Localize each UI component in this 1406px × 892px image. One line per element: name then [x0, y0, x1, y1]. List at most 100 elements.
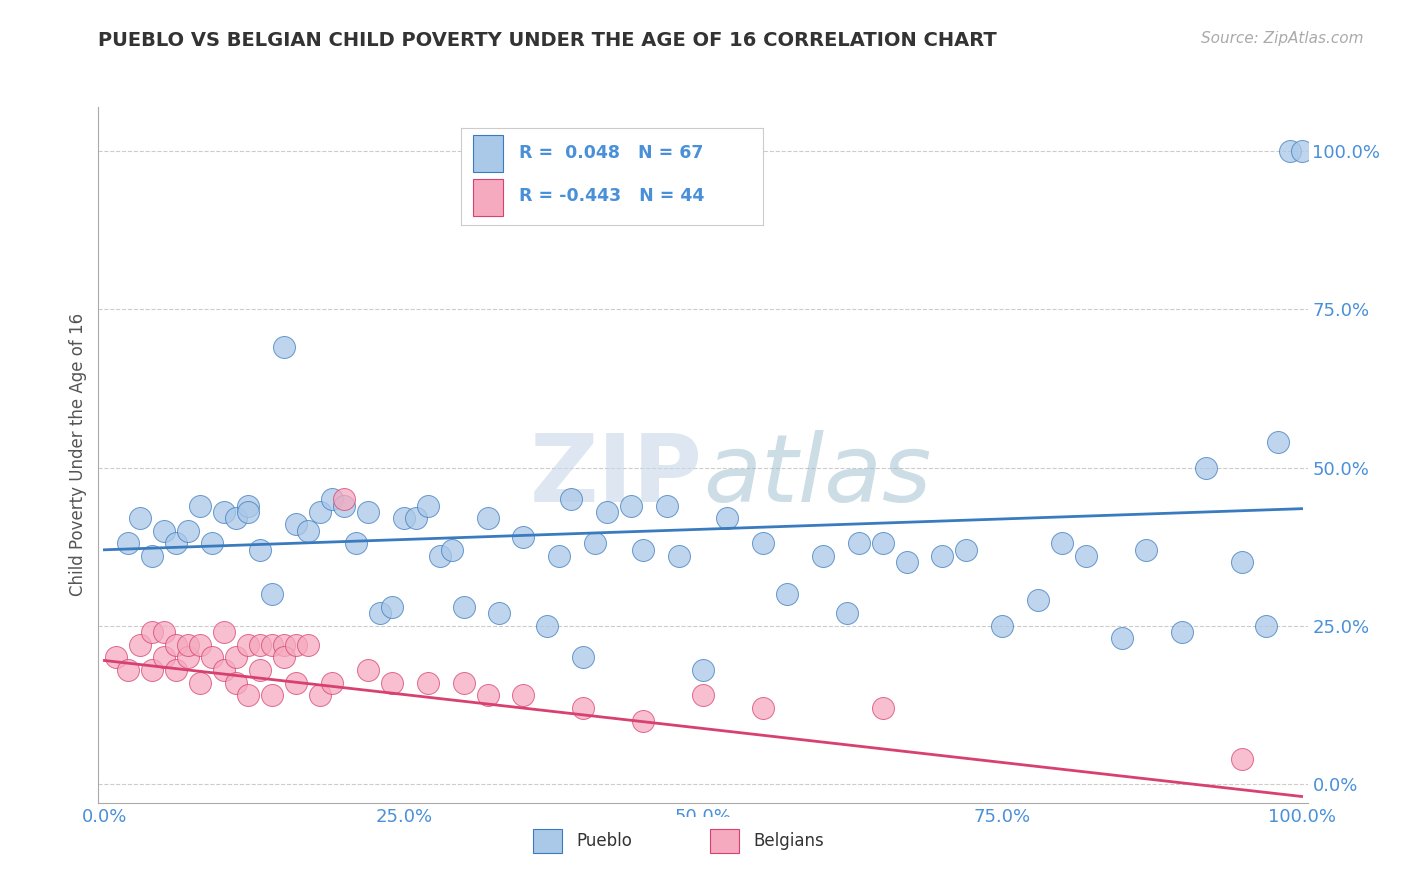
- Point: [225, 650, 247, 665]
- Point: [440, 542, 463, 557]
- Point: [236, 499, 259, 513]
- Point: [572, 650, 595, 665]
- Point: [512, 530, 534, 544]
- Point: [752, 536, 775, 550]
- Point: [188, 499, 211, 513]
- Point: [153, 650, 176, 665]
- Point: [896, 556, 918, 570]
- Point: [631, 714, 654, 728]
- Point: [416, 499, 439, 513]
- Point: [416, 675, 439, 690]
- Point: [357, 663, 380, 677]
- Point: [284, 517, 307, 532]
- Point: [273, 340, 295, 354]
- Point: [1291, 145, 1313, 159]
- Point: [141, 549, 163, 563]
- Point: [1135, 542, 1157, 557]
- Point: [668, 549, 690, 563]
- Point: [129, 638, 152, 652]
- Point: [560, 492, 582, 507]
- Point: [188, 675, 211, 690]
- Point: [991, 618, 1014, 632]
- Point: [141, 625, 163, 640]
- Point: [716, 511, 738, 525]
- Point: [177, 638, 200, 652]
- Point: [1050, 536, 1073, 550]
- Point: [297, 524, 319, 538]
- Point: [811, 549, 834, 563]
- Point: [1111, 632, 1133, 646]
- Point: [165, 663, 187, 677]
- Point: [1074, 549, 1097, 563]
- Point: [1267, 435, 1289, 450]
- Text: Source: ZipAtlas.com: Source: ZipAtlas.com: [1201, 31, 1364, 46]
- Point: [872, 536, 894, 550]
- Point: [368, 606, 391, 620]
- Point: [357, 505, 380, 519]
- Point: [236, 688, 259, 702]
- Point: [872, 701, 894, 715]
- Text: PUEBLO VS BELGIAN CHILD POVERTY UNDER THE AGE OF 16 CORRELATION CHART: PUEBLO VS BELGIAN CHILD POVERTY UNDER TH…: [98, 31, 997, 50]
- Point: [165, 536, 187, 550]
- Point: [477, 511, 499, 525]
- Point: [453, 599, 475, 614]
- Point: [260, 688, 283, 702]
- Point: [212, 625, 235, 640]
- Point: [284, 638, 307, 652]
- Point: [153, 524, 176, 538]
- Point: [344, 536, 367, 550]
- Point: [835, 606, 858, 620]
- Point: [631, 542, 654, 557]
- Point: [429, 549, 451, 563]
- Point: [1026, 593, 1049, 607]
- Point: [1171, 625, 1194, 640]
- Text: ZIP: ZIP: [530, 430, 703, 522]
- Point: [1254, 618, 1277, 632]
- Point: [512, 688, 534, 702]
- Point: [236, 505, 259, 519]
- Point: [153, 625, 176, 640]
- Point: [453, 675, 475, 690]
- Point: [620, 499, 643, 513]
- Point: [212, 663, 235, 677]
- Point: [225, 511, 247, 525]
- Point: [848, 536, 870, 550]
- Point: [692, 663, 714, 677]
- Text: atlas: atlas: [703, 430, 931, 521]
- Point: [752, 701, 775, 715]
- Point: [225, 675, 247, 690]
- Point: [333, 499, 356, 513]
- Point: [273, 650, 295, 665]
- Point: [477, 688, 499, 702]
- Point: [188, 638, 211, 652]
- Point: [405, 511, 427, 525]
- Point: [392, 511, 415, 525]
- Point: [177, 524, 200, 538]
- Point: [596, 505, 619, 519]
- Point: [165, 638, 187, 652]
- Point: [297, 638, 319, 652]
- Point: [212, 505, 235, 519]
- Point: [117, 663, 139, 677]
- Point: [931, 549, 953, 563]
- Point: [655, 499, 678, 513]
- Point: [309, 505, 332, 519]
- Point: [1278, 145, 1301, 159]
- Y-axis label: Child Poverty Under the Age of 16: Child Poverty Under the Age of 16: [69, 313, 87, 597]
- Point: [536, 618, 558, 632]
- Point: [572, 701, 595, 715]
- Point: [381, 675, 404, 690]
- Point: [381, 599, 404, 614]
- Point: [1195, 460, 1218, 475]
- Point: [141, 663, 163, 677]
- Point: [129, 511, 152, 525]
- Point: [177, 650, 200, 665]
- Point: [1230, 751, 1253, 765]
- Point: [583, 536, 606, 550]
- Point: [249, 638, 271, 652]
- Point: [249, 542, 271, 557]
- Point: [117, 536, 139, 550]
- Point: [201, 650, 224, 665]
- Point: [955, 542, 977, 557]
- Point: [273, 638, 295, 652]
